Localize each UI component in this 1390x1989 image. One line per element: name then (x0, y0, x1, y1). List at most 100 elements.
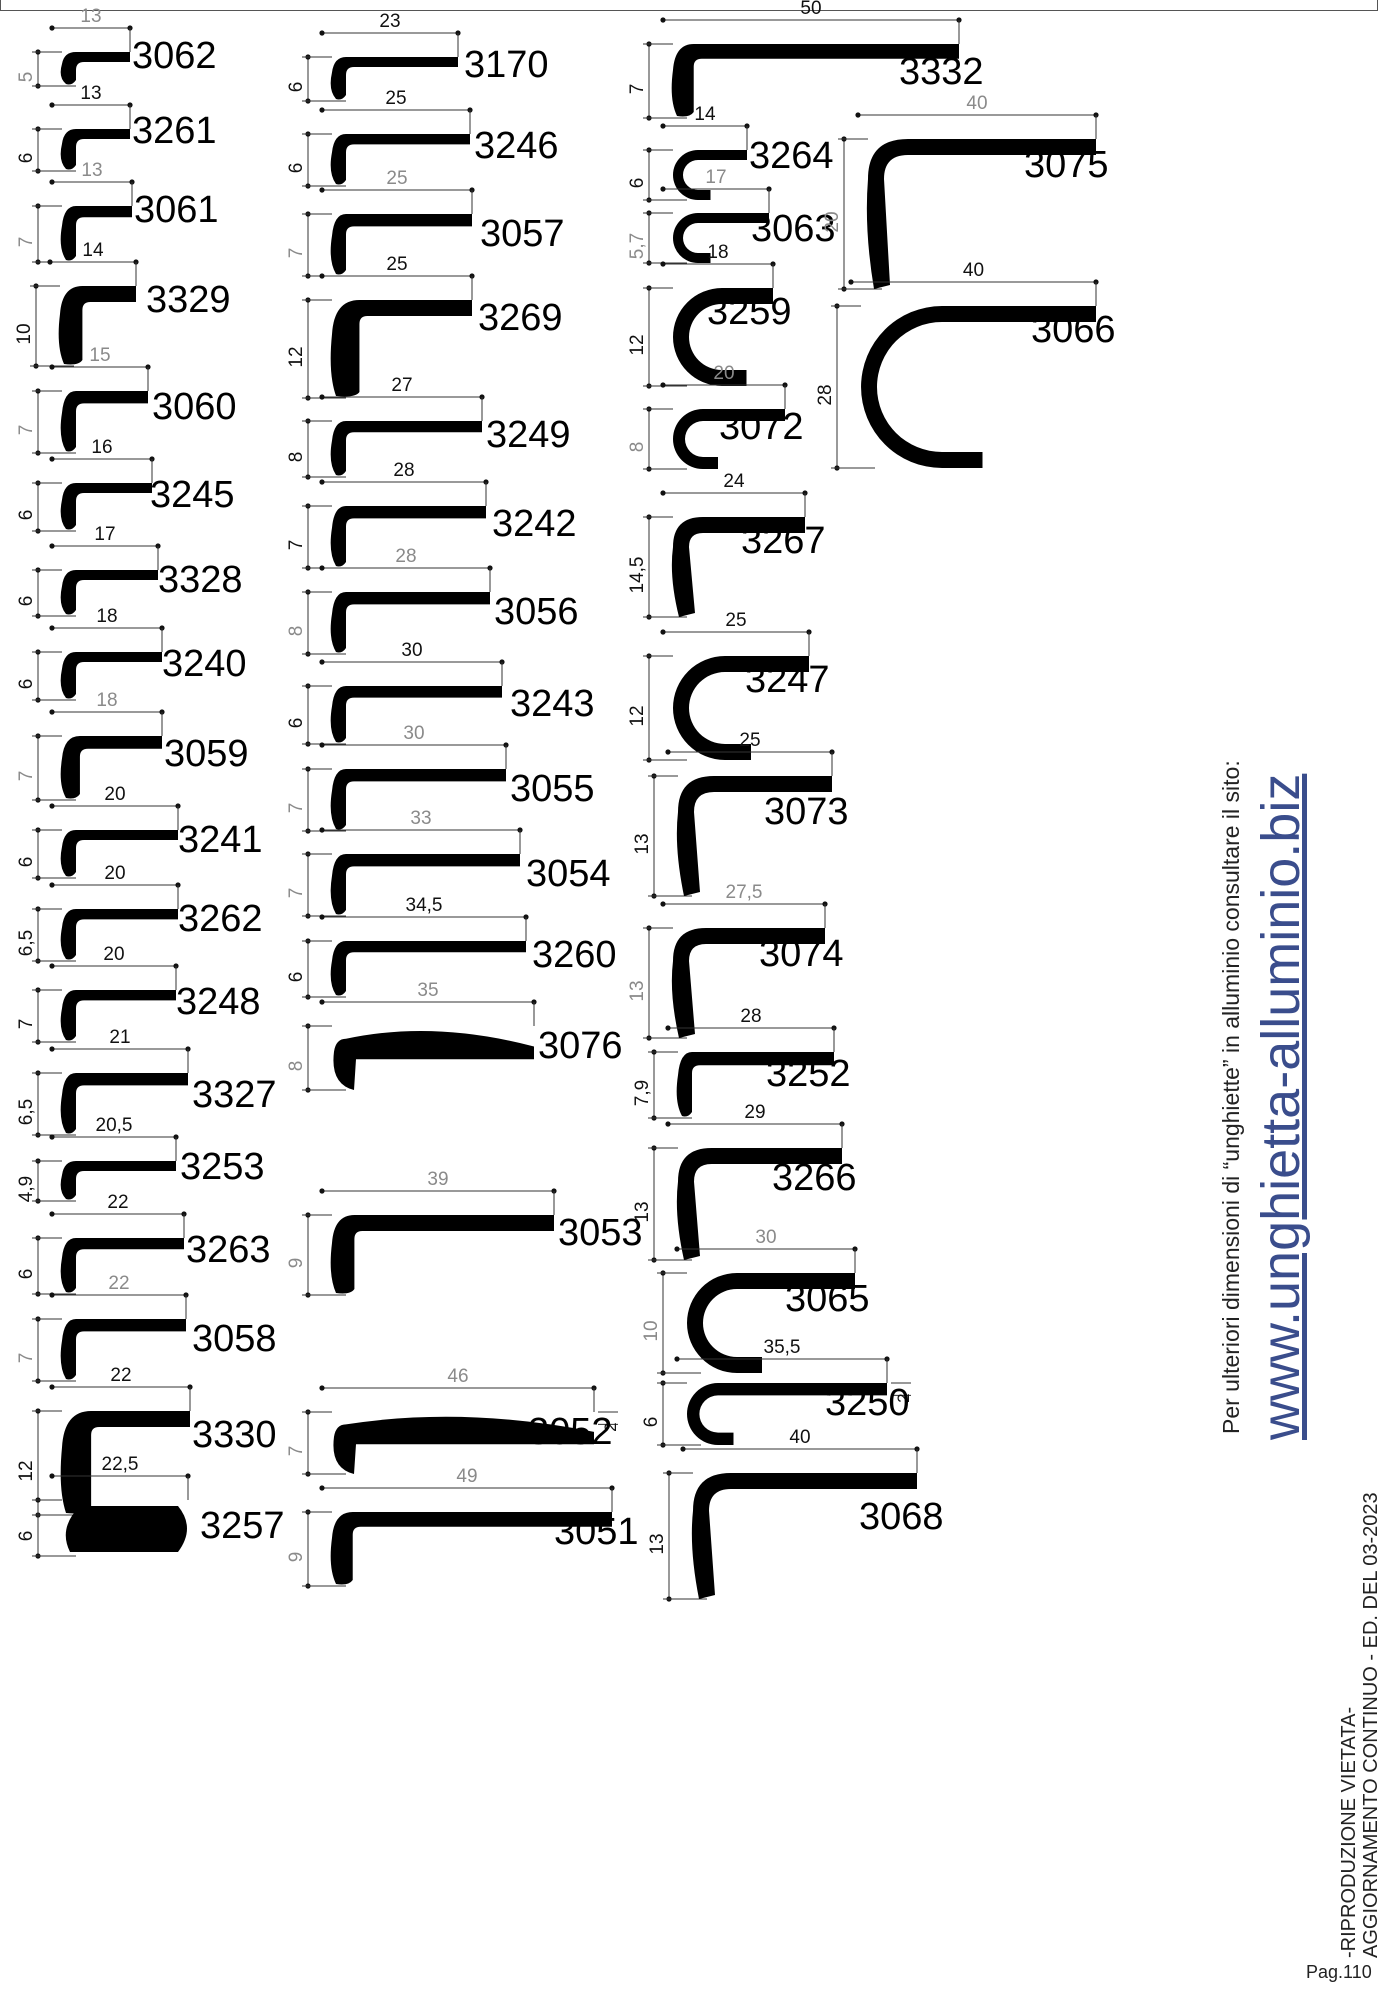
width-label: 28 (395, 546, 416, 567)
profile-code: 3267 (741, 520, 826, 562)
height-label: 7 (286, 888, 307, 899)
profile-3332: 50 7 3332 (627, 0, 984, 121)
dimension-dot (319, 107, 325, 113)
dimension-dot (49, 102, 55, 108)
width-label: 18 (96, 690, 117, 711)
height-label: 7 (16, 1019, 37, 1030)
profile-3263: 22 6 3263 (16, 1192, 271, 1297)
height-label: 6 (286, 163, 307, 174)
profile-code: 3059 (164, 733, 249, 775)
profile-shape (65, 1506, 187, 1552)
profile-code: 3328 (158, 559, 243, 601)
dimension-dot (49, 1046, 55, 1052)
height-label: 14,5 (627, 557, 648, 594)
lip-label: 2 (601, 1422, 620, 1431)
height-label: 7 (16, 1353, 37, 1364)
profile-3058: 22 7 3058 (16, 1273, 277, 1384)
profile-3269: 25 12 3269 (286, 254, 563, 401)
profile-3061: 13 7 3061 (16, 160, 219, 265)
profile-3074: 27,5 13 3074 (627, 882, 844, 1041)
dimension-dot (49, 625, 55, 631)
width-label: 21 (109, 1027, 130, 1048)
height-label: 8 (286, 1061, 307, 1072)
dimension-dot (49, 1292, 55, 1298)
height-label: 6 (286, 972, 307, 983)
profile-code: 3065 (785, 1278, 870, 1320)
width-label: 49 (456, 1466, 477, 1487)
profile-3054: 33 7 3054 (286, 808, 611, 919)
height-label: 10 (14, 323, 35, 344)
page-number: Pag.110 (1306, 1962, 1372, 1982)
height-label: 9 (286, 1552, 307, 1563)
dimension-dot (855, 112, 861, 118)
dimension-dot (319, 30, 325, 36)
height-label: 10 (641, 1320, 662, 1341)
height-label: 6 (286, 718, 307, 729)
profile-code: 3170 (464, 44, 549, 86)
profile-code: 3052 (528, 1411, 613, 1453)
profile-3053: 39 9 3053 (286, 1169, 643, 1298)
height-label: 6,5 (16, 930, 37, 956)
height-label: 6 (16, 596, 37, 607)
profile-3066: 40 28 3066 (815, 260, 1116, 471)
profile-3266: 29 13 3266 (632, 1102, 857, 1263)
footer-edition: AGGIORNAMENTO CONTINUO - ED. DEL 03-2023 (1360, 1492, 1382, 1958)
dimension-dot (49, 1384, 55, 1390)
width-label: 30 (403, 723, 424, 744)
dimension-dot (660, 261, 666, 267)
profile-shape (330, 506, 486, 567)
width-label: 40 (963, 260, 984, 281)
profile-shape (333, 1030, 534, 1090)
width-label: 28 (740, 1006, 761, 1027)
height-label: 6 (16, 1269, 37, 1280)
height-label: 13 (627, 980, 648, 1001)
width-label: 25 (385, 88, 406, 109)
side-note: Per ulteriori dimensioni di “unghiette” … (1218, 760, 1244, 1434)
dimension-dot (319, 1485, 325, 1491)
profile-code: 3056 (494, 591, 579, 633)
height-label: 7 (627, 84, 648, 95)
profile-code: 3076 (538, 1025, 623, 1067)
profile-shape (330, 1512, 612, 1585)
dimension-dot (660, 123, 666, 129)
width-label: 15 (89, 345, 110, 366)
profile-code: 3075 (1024, 144, 1109, 186)
profile-code: 3063 (751, 208, 836, 250)
profile-code: 3264 (749, 135, 834, 177)
profile-shape (330, 421, 482, 476)
profile-shape (330, 57, 458, 100)
profile-shape (866, 139, 1096, 289)
dimension-dot (319, 565, 325, 571)
profile-shape (676, 1052, 834, 1117)
dimension-dot (680, 1446, 686, 1452)
width-label: 34,5 (406, 895, 443, 916)
profile-code: 3068 (859, 1496, 944, 1538)
width-label: 20 (104, 784, 125, 805)
dimension-dot (319, 827, 325, 833)
height-label: 13 (632, 833, 653, 854)
profile-3246: 25 6 3246 (286, 88, 559, 189)
dimension-dot (49, 963, 55, 969)
profile-code: 3061 (134, 189, 219, 231)
profile-3240: 18 6 3240 (16, 606, 247, 703)
profile-shape (330, 769, 506, 830)
dimension-dot (660, 186, 666, 192)
profile-code: 3053 (558, 1212, 643, 1254)
profile-shape (60, 1238, 184, 1293)
profile-shape (673, 213, 769, 263)
website-link[interactable]: www.unghietta-alluminio.biz (1251, 773, 1311, 1440)
profile-code: 3262 (178, 898, 263, 940)
width-label: 14 (82, 240, 104, 261)
height-label: 12 (627, 705, 648, 726)
dimension-dot (660, 17, 666, 23)
width-label: 20,5 (96, 1115, 133, 1136)
height-label: 8 (286, 452, 307, 463)
width-label: 40 (789, 1427, 810, 1448)
profile-code: 3329 (146, 279, 231, 321)
width-label: 29 (744, 1102, 765, 1123)
dimension-dot (49, 543, 55, 549)
profile-code: 3072 (719, 406, 804, 448)
profile-code: 3247 (745, 659, 830, 701)
profile-shape (60, 736, 162, 799)
